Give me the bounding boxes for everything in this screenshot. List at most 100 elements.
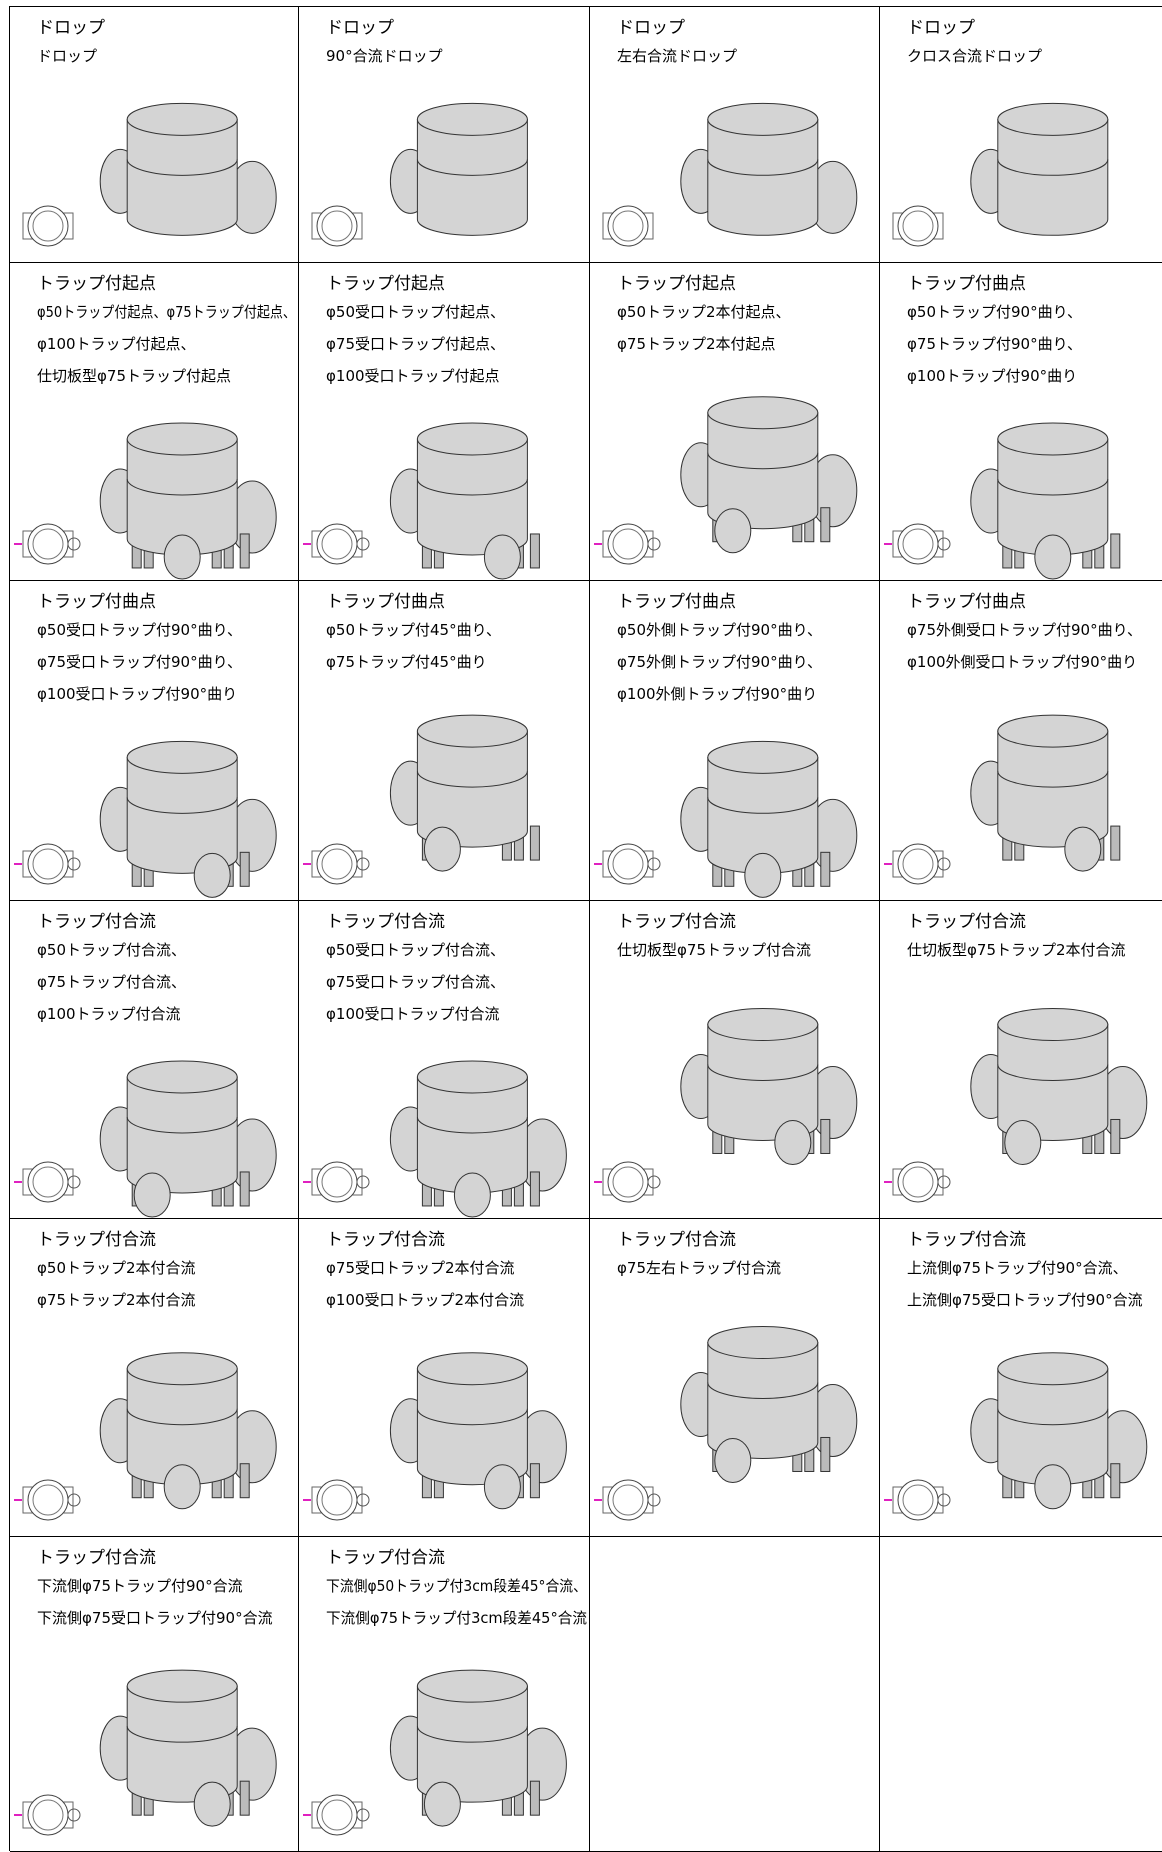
band <box>997 478 1109 496</box>
leg <box>820 851 831 887</box>
plan-outer <box>897 523 939 565</box>
leg <box>239 851 250 887</box>
band <box>126 1726 238 1743</box>
plan-trap <box>356 1808 370 1822</box>
product-illustration <box>884 422 1121 580</box>
plan-inner <box>612 528 644 560</box>
table-cell: トラップ付合流 φ50トラップ2本付合流 φ75トラップ2本付合流 <box>10 1219 299 1537</box>
plan-trap <box>67 857 81 871</box>
cylinder-top <box>707 1325 819 1359</box>
cylinder-top <box>997 102 1109 136</box>
product-illustration <box>14 740 277 898</box>
cell-description: φ100受口トラップ付合流 <box>326 1005 500 1023</box>
band <box>416 1726 528 1743</box>
band <box>126 1408 238 1426</box>
cylinder-top <box>416 714 528 748</box>
product-illustration <box>303 1352 567 1521</box>
plan-trap <box>647 857 661 871</box>
cell-title: トラップ付合流 <box>37 912 156 932</box>
leg <box>529 533 540 569</box>
plan-inner <box>902 210 934 242</box>
trap <box>483 1464 521 1510</box>
plan-inner <box>902 1166 934 1198</box>
plan-inner <box>321 848 353 880</box>
plan-outer <box>27 523 69 565</box>
table-cell: トラップ付合流 仕切板型φ75トラップ付合流 <box>590 901 880 1219</box>
band <box>707 452 819 470</box>
product-illustration <box>311 102 528 247</box>
plan-inner <box>612 848 644 880</box>
cylinder-top <box>126 740 238 774</box>
cylinder-top <box>707 396 819 430</box>
cell-description: φ75受口トラップ付起点、 <box>326 335 505 353</box>
leg <box>529 1780 540 1816</box>
trap <box>1034 534 1072 580</box>
cell-description: φ75外側トラップ付90°曲り、 <box>617 653 822 671</box>
cylinder-top <box>126 422 238 456</box>
cell-title: ドロップ <box>326 18 394 38</box>
cell-description: 下流側φ50トラップ付3cm段差45°合流、 <box>326 1577 587 1595</box>
product-illustration <box>303 1669 567 1836</box>
plan-inner <box>321 1484 353 1516</box>
plan-outer <box>316 1794 358 1836</box>
trap <box>133 1172 171 1218</box>
band <box>126 1116 238 1134</box>
band <box>126 478 238 496</box>
plan-inner <box>32 210 64 242</box>
trap <box>714 508 752 554</box>
leg <box>1110 1118 1121 1154</box>
cylinder-body <box>707 1341 819 1459</box>
leg <box>529 1171 540 1207</box>
plan-inner <box>32 848 64 880</box>
cell-description: φ75受口トラップ付90°曲り、 <box>37 653 242 671</box>
cylinder-body <box>416 118 528 236</box>
product-illustration <box>594 1007 858 1203</box>
product-illustration <box>602 102 858 247</box>
trap <box>1064 826 1102 872</box>
cylinder-top <box>416 1060 528 1094</box>
cell-title: トラップ付起点 <box>37 274 156 294</box>
band <box>707 797 819 814</box>
leg <box>820 1436 831 1472</box>
cell-description: φ50外側トラップ付90°曲り、 <box>617 621 822 639</box>
plan-outer <box>316 1479 358 1521</box>
table-cell: トラップ付起点 φ50受口トラップ付起点、 φ75受口トラップ付起点、 φ100受口ト… <box>299 263 590 581</box>
table-cell: トラップ付合流 仕切板型φ75トラップ2本付合流 <box>880 901 1162 1219</box>
plan-outer <box>316 205 358 247</box>
product-illustration <box>594 396 858 565</box>
plan-outer <box>316 523 358 565</box>
leg <box>239 1463 250 1499</box>
plan-outer <box>897 843 939 885</box>
trap <box>423 1781 461 1827</box>
trap <box>774 1119 812 1165</box>
product-illustration <box>884 1352 1148 1521</box>
leg <box>820 1118 831 1154</box>
cell-description: φ100受口トラップ2本付合流 <box>326 1291 525 1309</box>
plan-outer <box>27 1794 69 1836</box>
leg <box>239 1780 250 1816</box>
table-cell <box>590 1537 880 1852</box>
cell-description: 上流側φ75受口トラップ付90°合流 <box>907 1291 1143 1309</box>
band <box>707 1064 819 1081</box>
cell-description: φ50トラップ2本付合流 <box>37 1259 196 1277</box>
plan-outer <box>897 205 939 247</box>
plan-trap <box>356 537 370 551</box>
cylinder-top <box>707 102 819 136</box>
cell-title: トラップ付曲点 <box>617 592 736 612</box>
plan-trap <box>67 1175 81 1189</box>
plan-inner <box>321 528 353 560</box>
cylinder-body <box>126 1076 238 1194</box>
cylinder-top <box>997 422 1109 456</box>
cylinder-body <box>416 1685 528 1803</box>
cylinder-top <box>707 740 819 774</box>
plan-trap <box>67 537 81 551</box>
leg <box>529 1463 540 1499</box>
plan-inner <box>902 848 934 880</box>
cell-title: ドロップ <box>907 18 975 38</box>
cell-description: φ100トラップ付起点、 <box>37 335 196 353</box>
cylinder-top <box>416 1352 528 1386</box>
table-cell: トラップ付起点 φ50トラップ付起点、φ75トラップ付起点、 φ100トラップ付起点… <box>10 263 299 581</box>
cell-title: トラップ付合流 <box>37 1548 156 1568</box>
cell-description: φ75トラップ2本付起点 <box>617 335 776 353</box>
